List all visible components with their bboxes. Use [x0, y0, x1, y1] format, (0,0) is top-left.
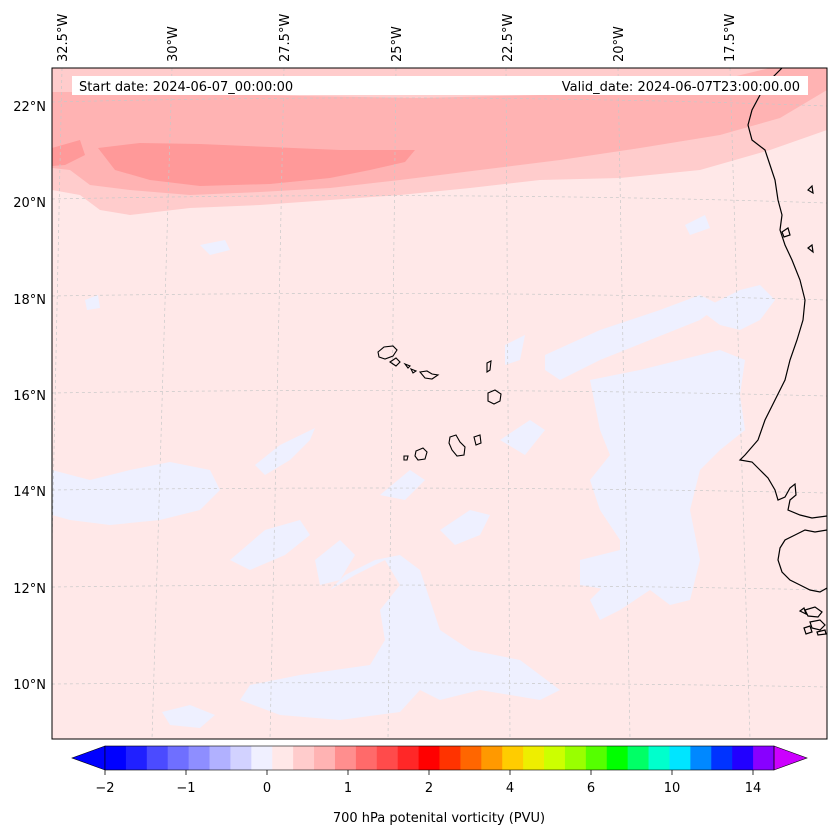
colorbar-extend-low	[71, 745, 106, 771]
colorbar-cell	[627, 746, 649, 770]
start-date-label: Start date: 2024-06-07_00:00:00	[79, 80, 293, 95]
colorbar-cell	[648, 746, 670, 770]
colorbar-cell	[711, 746, 733, 770]
colorbar-cell	[690, 746, 712, 770]
colorbar-cell	[460, 746, 482, 770]
latitude-labels: 22°N 20°N 18°N 16°N 14°N 12°N 10°N	[13, 100, 46, 693]
cape-verde-islands	[377, 345, 502, 461]
colorbar-extend-high	[773, 745, 808, 771]
colorbar-frame	[104, 745, 775, 771]
pv-low-patches	[52, 215, 775, 728]
colorbar-tick-label: −1	[176, 781, 195, 796]
colorbar: −2 −1 0 1 2 4 6 10 14 700 hPa potenital …	[71, 745, 808, 826]
colorbar-cell	[167, 746, 190, 770]
colorbar-cell	[188, 746, 210, 770]
lon-label: 25°W	[390, 26, 405, 62]
lat-label: 18°N	[13, 293, 46, 308]
lat-label: 10°N	[13, 678, 46, 693]
lat-label: 14°N	[13, 485, 46, 500]
colorbar-tick-label: 4	[506, 781, 514, 796]
annotation-bar: Start date: 2024-06-07_00:00:00 Valid_da…	[72, 76, 808, 95]
colorbar-cell	[376, 746, 399, 770]
lat-label: 20°N	[13, 196, 46, 211]
colorbar-cell	[230, 746, 252, 770]
colorbar-cell	[564, 746, 587, 770]
coastline	[738, 68, 827, 636]
colorbar-tick-label: 1	[344, 781, 352, 796]
colorbar-cell	[209, 746, 231, 770]
colorbar-cell	[251, 746, 273, 770]
colorbar-cell	[523, 746, 545, 770]
colorbar-tick-label: 14	[745, 781, 762, 796]
colorbar-tick-label: 10	[664, 781, 681, 796]
colorbar-cell	[272, 746, 294, 770]
colorbar-cell	[334, 746, 357, 770]
map-frame	[51, 67, 828, 740]
colorbar-tick-label: 2	[425, 781, 433, 796]
colorbar-cell	[606, 746, 629, 770]
graticule	[52, 68, 827, 739]
map-panel: Start date: 2024-06-07_00:00:00 Valid_da…	[52, 68, 827, 739]
colorbar-cell	[418, 746, 440, 770]
colorbar-tick-labels: −2 −1 0 1 2 4 6 10 14	[95, 781, 761, 796]
colorbar-cell	[293, 746, 315, 770]
colorbar-cell	[502, 746, 524, 770]
colorbar-tick-label: 0	[263, 781, 271, 796]
lon-label: 17.5°W	[723, 14, 738, 62]
lon-label: 27.5°W	[278, 14, 293, 62]
colorbar-cell	[355, 746, 378, 770]
lat-label: 16°N	[13, 389, 46, 404]
colorbar-cell	[397, 746, 419, 770]
colorbar-cell	[314, 746, 336, 770]
colorbar-cell	[753, 746, 775, 770]
lat-label: 22°N	[13, 100, 46, 115]
colorbar-cell	[146, 746, 169, 770]
colorbar-ticks	[104, 770, 754, 775]
colorbar-cell	[125, 746, 148, 770]
colorbar-cell	[105, 746, 127, 770]
lon-label: 32.5°W	[56, 14, 71, 62]
colorbar-tick-label: −2	[95, 781, 114, 796]
colorbar-tick-label: 6	[587, 781, 595, 796]
lon-label: 30°W	[166, 26, 181, 62]
colorbar-cell	[481, 746, 503, 770]
colorbar-cell	[585, 746, 608, 770]
colorbar-cell	[439, 746, 461, 770]
lat-label: 12°N	[13, 582, 46, 597]
colorbar-title: 700 hPa potenital vorticity (PVU)	[333, 811, 545, 826]
colorbar-cell	[732, 746, 754, 770]
colorbar-cells	[105, 746, 775, 770]
pv-high-band	[52, 68, 827, 215]
lon-label: 22.5°W	[501, 14, 516, 62]
longitude-labels: 32.5°W 30°W 27.5°W 25°W 22.5°W 20°W 17.5…	[56, 14, 738, 62]
colorbar-cell	[669, 746, 691, 770]
colorbar-cell	[544, 746, 566, 770]
valid-date-label: Valid_date: 2024-06-07T23:00:00.00	[562, 80, 800, 95]
lon-label: 20°W	[612, 26, 627, 62]
